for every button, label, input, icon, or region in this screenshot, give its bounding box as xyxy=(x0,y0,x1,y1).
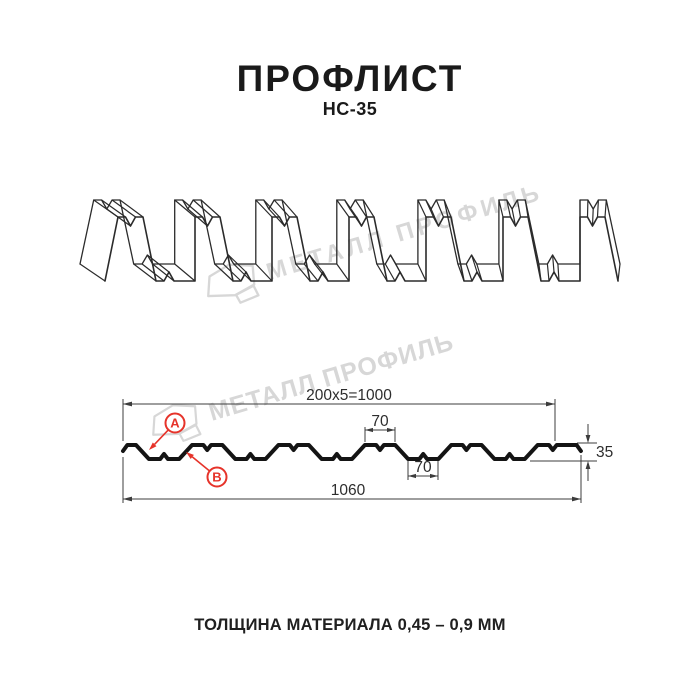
sheet-edge-line xyxy=(435,199,445,218)
sheet-edge-line xyxy=(233,263,252,282)
sheet-edge-line xyxy=(79,199,621,265)
footer-thickness-note: ТОЛЩИНА МАТЕРИАЛА 0,45 – 0,9 ММ xyxy=(194,616,506,634)
marker-a-arrow xyxy=(149,442,157,450)
dimension-arrow xyxy=(123,401,132,407)
sheet-3d-drawing xyxy=(79,199,621,282)
sheet-edge-line xyxy=(141,263,165,282)
sheet-edge-line xyxy=(617,263,621,282)
sheet-edge-line xyxy=(362,199,375,218)
sheet-edge-line xyxy=(79,263,106,282)
sheet-edge-line xyxy=(354,199,368,218)
sheet-edge-line xyxy=(376,263,388,282)
sheet-edge-line xyxy=(174,199,196,218)
sheet-edge-line xyxy=(104,216,619,282)
sheet-edge-line xyxy=(417,263,427,282)
sheet-edge-line xyxy=(152,263,175,282)
sheet-edge-line xyxy=(417,199,427,218)
dimension-arrow xyxy=(430,473,438,479)
sheet-edge-line xyxy=(506,199,512,218)
sheet-edge-line xyxy=(281,199,298,218)
dimension-rib-top-width-label: 70 xyxy=(371,413,389,430)
sheet-edge-line xyxy=(591,208,594,227)
sheet-edge-line xyxy=(174,263,196,282)
model-subtitle: НС-35 xyxy=(322,99,378,119)
sheet-edge-line xyxy=(295,263,311,282)
sheet-edge-line xyxy=(546,263,550,282)
profile-section-drawing: 200x5=1000 70 70 xyxy=(121,387,613,503)
marker-b-label: B xyxy=(212,470,221,485)
watermark: МЕТАЛЛ ПРОФИЛЬ xyxy=(199,171,549,313)
sheet-edge-line xyxy=(596,199,600,218)
dimension-rib-bottom-width-label: 70 xyxy=(414,459,432,476)
dimension-arrow xyxy=(365,427,373,433)
sheet-edge-line xyxy=(604,199,607,218)
dimension-coverage-width-label: 200x5=1000 xyxy=(306,387,392,404)
metall-profil-logo-icon xyxy=(152,404,202,443)
marker-a-leader xyxy=(154,429,169,445)
dimension-height-label: 35 xyxy=(596,444,613,461)
dimension-arrow xyxy=(387,427,395,433)
sheet-edge-line xyxy=(255,263,273,282)
marker-a: A xyxy=(149,412,186,450)
metall-profil-logo-icon xyxy=(207,263,260,304)
sheet-edge-line xyxy=(214,263,234,282)
sheet-edge-line xyxy=(465,263,473,282)
sheet-edge-line xyxy=(263,199,281,218)
sheet-edge-line xyxy=(551,254,555,273)
sheet-edge-line xyxy=(255,199,273,218)
sheet-edge-line xyxy=(133,263,157,282)
marker-a-circle xyxy=(164,412,186,434)
sheet-edge-line xyxy=(111,199,137,218)
sheet-edge-line xyxy=(222,263,242,282)
dimension-overall-width-label: 1060 xyxy=(331,482,366,499)
marker-b-circle xyxy=(206,466,228,488)
watermark: МЕТАЛЛ ПРОФИЛЬ xyxy=(144,322,459,450)
marker-a-label: A xyxy=(170,416,180,431)
sheet-edge-line xyxy=(557,263,560,282)
sheet-edge-line xyxy=(182,199,204,218)
dimension-arrow xyxy=(585,461,591,469)
sheet-edge-line xyxy=(384,263,396,282)
sheet-edge-line xyxy=(273,199,291,218)
sheet-edge-line xyxy=(336,199,350,218)
sheet-edge-line xyxy=(200,199,221,218)
marker-b: B xyxy=(186,452,228,488)
sheet-edge-line xyxy=(511,208,517,227)
sheet-edge-line xyxy=(119,199,144,218)
dimension-arrow xyxy=(123,496,132,502)
marker-b-leader xyxy=(191,456,211,472)
dimension-arrow xyxy=(408,473,416,479)
marker-b-arrow xyxy=(186,452,194,459)
dimension-lines: 200x5=1000 70 70 xyxy=(122,387,613,503)
section-profile xyxy=(121,443,583,461)
sheet-edge-line xyxy=(516,199,522,218)
sheet-edge-line xyxy=(336,263,350,282)
page-title: ПРОФЛИСТ xyxy=(236,58,464,99)
sheet-edge-line xyxy=(100,199,127,218)
sheet-edge-line xyxy=(498,199,504,218)
dimension-arrow xyxy=(585,435,591,443)
dimension-arrow xyxy=(572,496,581,502)
dimension-arrow xyxy=(546,401,555,407)
